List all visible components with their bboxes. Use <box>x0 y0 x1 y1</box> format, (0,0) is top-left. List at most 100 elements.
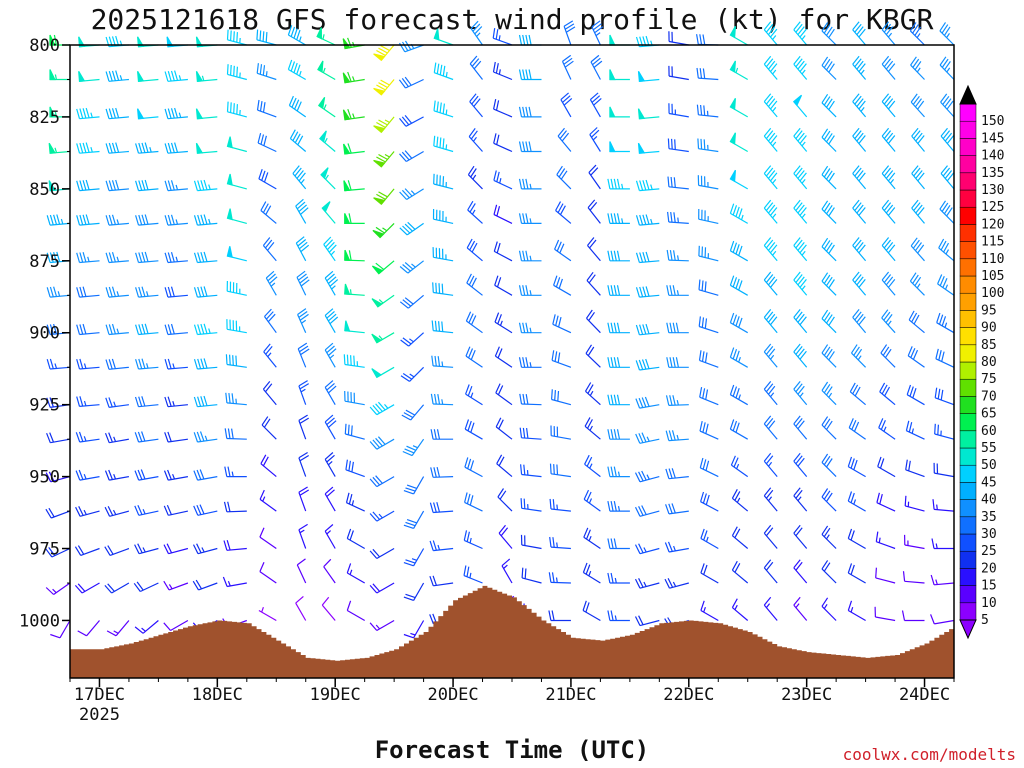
wind-barb <box>821 56 837 80</box>
wind-barb <box>763 343 778 368</box>
colorbar-label: 25 <box>981 544 997 559</box>
wind-barb <box>464 419 483 440</box>
wind-barb <box>847 456 866 478</box>
wind-barb <box>939 200 955 224</box>
wind-barb <box>518 178 542 190</box>
wind-barb <box>501 558 513 584</box>
wind-barb <box>105 252 129 264</box>
wind-barb <box>432 208 454 224</box>
wind-barb <box>259 489 277 512</box>
wind-barb <box>46 432 71 444</box>
wind-barb <box>222 576 247 588</box>
wind-barb <box>468 128 483 152</box>
wind-barb <box>258 169 277 190</box>
wind-barb <box>324 380 337 405</box>
wind-barb <box>77 620 100 637</box>
wind-barb <box>666 249 689 262</box>
wind-barb <box>104 469 130 481</box>
wind-barb <box>877 456 896 478</box>
wind-barb <box>729 275 749 296</box>
wind-barb <box>344 390 365 406</box>
y-tick-label: 1000 <box>19 611 60 631</box>
colorbar-swatch <box>959 275 977 294</box>
colorbar-label: 50 <box>981 458 997 473</box>
wind-barb <box>634 543 660 555</box>
y-tick-label: 800 <box>29 36 60 56</box>
colorbar-swatch <box>959 258 977 277</box>
wind-barb <box>226 64 247 81</box>
colorbar-swatch <box>959 361 977 380</box>
wind-barb <box>260 454 277 478</box>
y-tick-label: 850 <box>29 180 60 200</box>
wind-barb <box>399 150 424 163</box>
colorbar-label: 85 <box>981 338 997 353</box>
wind-barb <box>104 432 130 444</box>
wind-barb <box>226 246 247 262</box>
wind-barb <box>193 323 218 336</box>
wind-barb <box>344 213 365 224</box>
watermark: coolwx.com/modelts <box>843 745 1016 764</box>
wind-barb <box>908 310 925 334</box>
wind-barb <box>700 491 719 512</box>
wind-barb <box>852 127 867 152</box>
wind-barb <box>698 350 719 368</box>
wind-barb <box>634 470 660 483</box>
wind-barb <box>398 76 424 89</box>
colorbar-label: 125 <box>981 200 1004 215</box>
colorbar-label: 40 <box>981 493 997 508</box>
colorbar-label: 70 <box>981 389 997 404</box>
wind-barb <box>323 558 336 584</box>
wind-barb <box>295 198 309 224</box>
colorbar-label: 110 <box>981 252 1004 267</box>
wind-barb <box>288 95 307 118</box>
wind-barb <box>133 581 159 593</box>
wind-barb <box>163 543 189 555</box>
wind-barb <box>821 597 837 621</box>
colorbar-label: 55 <box>981 441 997 456</box>
wind-barb <box>287 25 307 46</box>
colorbar-swatch <box>959 120 977 139</box>
wind-barb <box>403 510 425 529</box>
y-tick-label: 925 <box>29 396 60 416</box>
wind-barb <box>938 238 955 262</box>
wind-barb <box>518 69 542 81</box>
wind-barb <box>637 70 660 82</box>
wind-barb <box>821 344 837 368</box>
wind-barb <box>665 503 689 515</box>
wind-barb <box>878 418 896 440</box>
wind-barb <box>46 358 71 370</box>
wind-barb <box>548 610 571 622</box>
wind-barb <box>763 487 778 512</box>
wind-barb <box>698 208 719 224</box>
wind-barb <box>729 240 749 262</box>
wind-barb <box>930 614 955 625</box>
wind-barb <box>495 417 513 440</box>
colorbar-swatch <box>959 292 977 311</box>
wind-barb <box>135 358 159 370</box>
colorbar-swatch <box>959 172 977 191</box>
x-tick-label: 18DEC <box>192 685 243 705</box>
wind-barb <box>763 415 778 440</box>
wind-barb <box>519 427 542 440</box>
x-tick-label: 22DEC <box>663 685 714 705</box>
wind-barb <box>429 575 454 587</box>
colorbar-label: 140 <box>981 149 1004 164</box>
wind-barb <box>793 559 808 584</box>
wind-barb <box>607 250 630 262</box>
wind-barb <box>607 322 630 334</box>
wind-barb <box>134 396 159 408</box>
wind-barb <box>298 486 310 512</box>
wind-barb <box>226 319 247 334</box>
wind-barb <box>492 61 513 81</box>
wind-barb <box>74 582 100 594</box>
wind-barb <box>699 386 719 406</box>
wind-barbs <box>45 20 955 639</box>
wind-barb <box>793 127 808 152</box>
wind-barb <box>731 598 749 621</box>
wind-barb <box>847 600 866 622</box>
wind-barb <box>464 457 483 478</box>
wind-barb <box>821 22 837 46</box>
wind-barb <box>793 21 808 46</box>
wind-barb <box>402 438 425 457</box>
wind-barb <box>875 531 896 550</box>
